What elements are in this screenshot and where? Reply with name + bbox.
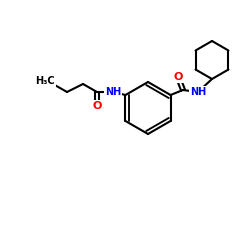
Text: O: O xyxy=(92,101,102,111)
Text: O: O xyxy=(173,72,183,82)
Text: NH: NH xyxy=(105,87,121,97)
Text: H₃C: H₃C xyxy=(35,76,55,86)
Text: NH: NH xyxy=(190,87,206,97)
